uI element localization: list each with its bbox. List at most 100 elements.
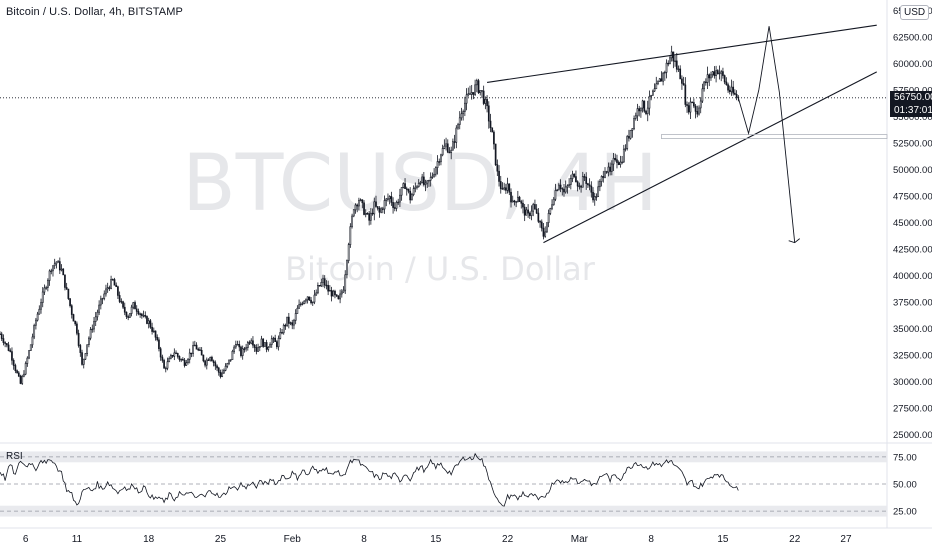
candle <box>559 179 562 193</box>
candle-body <box>530 210 533 216</box>
candle-body <box>450 149 453 153</box>
candle-body <box>566 185 569 188</box>
candle-body <box>578 185 581 188</box>
candle <box>376 206 379 211</box>
candle <box>113 277 116 286</box>
candle <box>421 173 423 184</box>
candle <box>578 182 581 190</box>
candle-body <box>424 182 427 185</box>
candle <box>551 199 553 211</box>
candle <box>701 83 704 104</box>
candle <box>311 301 314 306</box>
candle <box>474 79 476 96</box>
candle <box>540 219 543 232</box>
candle <box>315 289 318 296</box>
candle-body <box>245 347 247 350</box>
candle <box>106 282 109 293</box>
candle <box>118 291 121 304</box>
candle-body <box>387 198 389 200</box>
candle-body <box>111 279 114 281</box>
candle-body <box>168 357 171 363</box>
candle <box>245 343 247 352</box>
candle-body <box>5 343 8 346</box>
candle <box>431 172 434 179</box>
candle <box>229 359 232 362</box>
candle <box>264 342 266 347</box>
candle-body <box>378 207 381 213</box>
candle <box>682 76 685 86</box>
candle-body <box>612 157 615 165</box>
candle <box>443 139 446 150</box>
candle <box>364 209 367 218</box>
candle-body <box>616 159 618 163</box>
time-tick-label: Feb <box>284 534 302 545</box>
candle-body <box>123 306 126 313</box>
candle <box>140 312 143 319</box>
currency-badge[interactable]: USD <box>900 5 930 20</box>
candle <box>599 179 601 192</box>
price-tick-label: 50000.00 <box>893 165 932 176</box>
candle-body <box>380 208 382 213</box>
candle <box>481 90 483 99</box>
candle <box>622 144 625 163</box>
candle-body <box>732 86 735 94</box>
candle-body <box>154 330 157 338</box>
candle-body <box>161 356 164 361</box>
candle <box>549 207 552 216</box>
candle <box>494 143 497 166</box>
candle-body <box>152 330 155 333</box>
candle-body <box>204 360 206 366</box>
candle <box>45 285 47 290</box>
candle-body <box>58 261 61 271</box>
candle <box>16 369 18 374</box>
candle-body <box>94 316 97 322</box>
candle-body <box>193 344 196 347</box>
candle <box>660 71 663 82</box>
candle-body <box>419 181 422 184</box>
candle-body <box>599 181 601 188</box>
candle <box>634 112 637 121</box>
candle <box>616 154 618 169</box>
candle <box>428 179 430 187</box>
candle-body <box>57 261 59 263</box>
candle <box>154 330 157 341</box>
candle-body <box>296 307 299 314</box>
candle <box>568 178 570 189</box>
candle-body <box>516 196 519 202</box>
candle <box>388 195 391 205</box>
candle-body <box>84 353 87 360</box>
countdown-tag: 01:37:01 <box>890 104 932 117</box>
candle <box>450 146 453 160</box>
candle <box>144 311 147 319</box>
candle <box>250 338 253 345</box>
candle <box>638 105 641 117</box>
candle <box>258 346 261 352</box>
candle <box>619 155 622 168</box>
candle <box>621 156 623 165</box>
candle-body <box>351 215 353 227</box>
candle <box>587 182 589 188</box>
candle-body <box>568 184 570 187</box>
candle-body <box>164 367 167 370</box>
candle <box>5 343 8 348</box>
candle <box>698 105 700 116</box>
candle-body <box>421 176 423 183</box>
candle-body <box>118 295 121 302</box>
candle-body <box>216 365 218 369</box>
candle-body <box>551 204 553 209</box>
candle-body <box>657 81 659 85</box>
candle-body <box>457 124 459 129</box>
candle <box>200 347 203 356</box>
candle <box>287 312 290 329</box>
candle <box>115 282 118 288</box>
candle <box>652 89 654 96</box>
candle <box>282 323 285 335</box>
candle-body <box>422 176 425 185</box>
candle <box>38 305 41 315</box>
candle-body <box>686 104 688 106</box>
candle-body <box>144 315 147 317</box>
candle <box>103 290 106 301</box>
candle <box>77 329 80 348</box>
candle-body <box>498 170 500 182</box>
candle-body <box>453 141 456 143</box>
